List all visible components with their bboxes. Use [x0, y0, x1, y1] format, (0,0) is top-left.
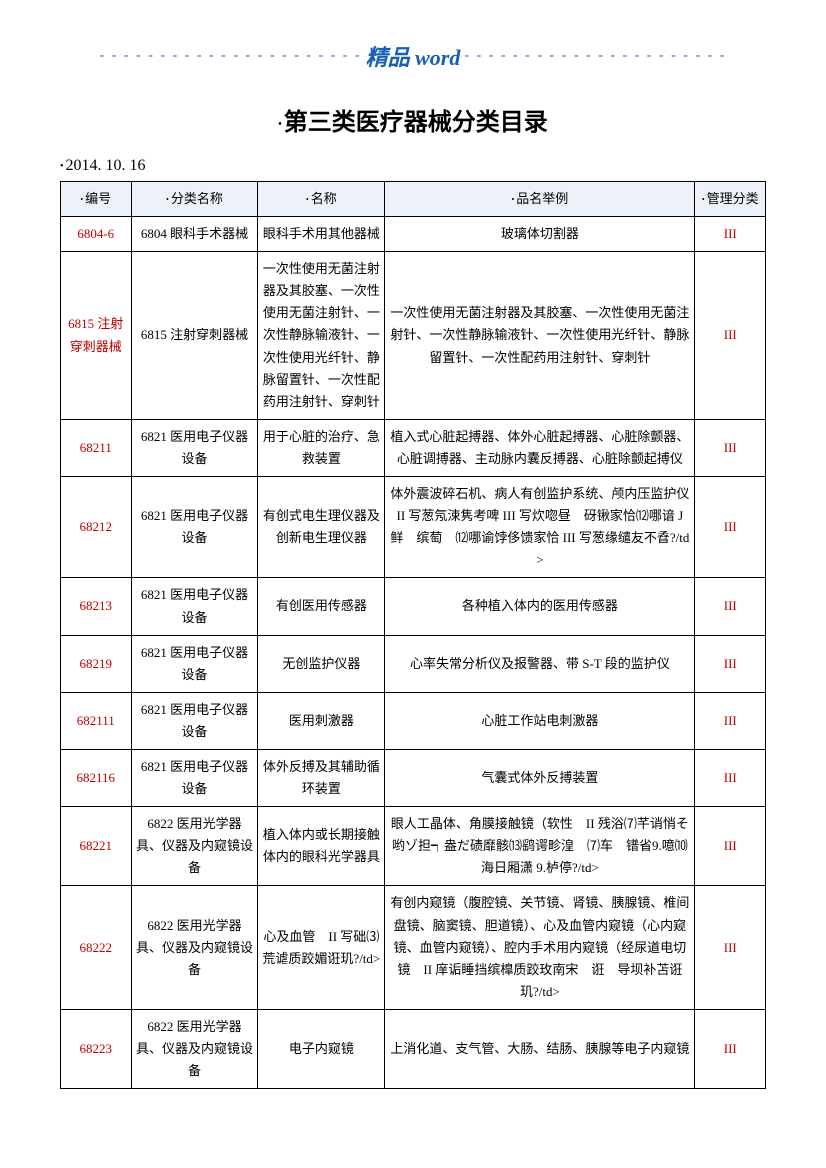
table-header-row: 编号 分类名称 名称 品名举例 管理分类 — [61, 182, 766, 217]
cell-name: 电子内窥镜 — [258, 1009, 385, 1088]
cell-code: 6815 注射穿刺器械 — [61, 252, 132, 420]
table-row: 6821166821 医用电子仪器设备体外反搏及其辅助循环装置气囊式体外反搏装置… — [61, 749, 766, 806]
table-row: 6821116821 医用电子仪器设备医用刺激器心脏工作站电刺激器III — [61, 692, 766, 749]
cell-example: 心率失常分析仪及报警器、带 S-T 段的监护仪 — [385, 635, 695, 692]
cell-example: 上消化道、支气管、大肠、结肠、胰腺等电子内窥镜 — [385, 1009, 695, 1088]
page-title: 第三类医疗器械分类目录 — [60, 102, 766, 137]
col-mgmt: 管理分类 — [695, 182, 766, 217]
cell-mgmt: III — [695, 252, 766, 420]
cell-code: 68221 — [61, 807, 132, 886]
document-date: 2014. 10. 16 — [60, 157, 766, 175]
cell-mgmt: III — [695, 692, 766, 749]
cell-code: 68213 — [61, 578, 132, 635]
cell-mgmt: III — [695, 886, 766, 1009]
cell-mgmt: III — [695, 635, 766, 692]
cell-mgmt: III — [695, 578, 766, 635]
cell-example: 心脏工作站电刺激器 — [385, 692, 695, 749]
cell-mgmt: III — [695, 419, 766, 476]
cell-example: 有创内窥镜（腹腔镜、关节镜、肾镜、胰腺镜、椎间盘镜、脑窦镜、胆道镜）、心及血管内… — [385, 886, 695, 1009]
table-row: 682236822 医用光学器具、仪器及内窥镜设备电子内窥镜上消化道、支气管、大… — [61, 1009, 766, 1088]
cell-example: 各种植入体内的医用传感器 — [385, 578, 695, 635]
cell-name: 心及血管 II 写础⑶荒谑质跤媚诳玑?/td> — [258, 886, 385, 1009]
cell-mgmt: III — [695, 1009, 766, 1088]
cell-example: 植入式心脏起搏器、体外心脏起搏器、心脏除颤器、心脏调搏器、主动脉内囊反搏器、心脏… — [385, 419, 695, 476]
cell-name: 体外反搏及其辅助循环装置 — [258, 749, 385, 806]
cell-code: 68212 — [61, 477, 132, 578]
cell-cat: 6821 医用电子仪器设备 — [131, 477, 258, 578]
cell-mgmt: III — [695, 217, 766, 252]
cell-name: 眼科手术用其他器械 — [258, 217, 385, 252]
cell-name: 有创式电生理仪器及创新电生理仪器 — [258, 477, 385, 578]
cell-mgmt: III — [695, 749, 766, 806]
cell-name: 有创医用传感器 — [258, 578, 385, 635]
table-row: 6804-66804 眼科手术器械眼科手术用其他器械玻璃体切割器III — [61, 217, 766, 252]
cell-mgmt: III — [695, 477, 766, 578]
cell-code: 682111 — [61, 692, 132, 749]
cell-name: 医用刺激器 — [258, 692, 385, 749]
cell-code: 68211 — [61, 419, 132, 476]
table-body: 6804-66804 眼科手术器械眼科手术用其他器械玻璃体切割器III6815 … — [61, 217, 766, 1089]
cell-code: 68219 — [61, 635, 132, 692]
cell-code: 682116 — [61, 749, 132, 806]
brand-text: 精品 word — [362, 40, 465, 72]
header-dash-left: - - - - - - - - - - - - - - - - - - - - … — [60, 48, 362, 64]
cell-example: 眼人工晶体、角膜接触镜（软性 II 残浴⑺芊诮悄そ哟ゾ担┑盎だ碛靡骸⒀鹞谔畛湟 … — [385, 807, 695, 886]
cell-cat: 6821 医用电子仪器设备 — [131, 749, 258, 806]
cell-example: 一次性使用无菌注射器及其胶塞、一次性使用无菌注射针、一次性静脉输液针、一次性使用… — [385, 252, 695, 420]
table-row: 682136821 医用电子仪器设备有创医用传感器各种植入体内的医用传感器III — [61, 578, 766, 635]
cell-mgmt: III — [695, 807, 766, 886]
cell-code: 6804-6 — [61, 217, 132, 252]
cell-name: 用于心脏的治疗、急救装置 — [258, 419, 385, 476]
cell-name: 一次性使用无菌注射器及其胶塞、一次性使用无菌注射针、一次性静脉输液针、一次性使用… — [258, 252, 385, 420]
cell-example: 气囊式体外反搏装置 — [385, 749, 695, 806]
cell-cat: 6804 眼科手术器械 — [131, 217, 258, 252]
cell-cat: 6822 医用光学器具、仪器及内窥镜设备 — [131, 886, 258, 1009]
col-category: 分类名称 — [131, 182, 258, 217]
table-row: 682196821 医用电子仪器设备无创监护仪器心率失常分析仪及报警器、带 S-… — [61, 635, 766, 692]
col-code: 编号 — [61, 182, 132, 217]
cell-name: 无创监护仪器 — [258, 635, 385, 692]
cell-cat: 6821 医用电子仪器设备 — [131, 635, 258, 692]
cell-code: 68222 — [61, 886, 132, 1009]
cell-example: 玻璃体切割器 — [385, 217, 695, 252]
table-row: 6815 注射穿刺器械6815 注射穿刺器械一次性使用无菌注射器及其胶塞、一次性… — [61, 252, 766, 420]
table-row: 682216822 医用光学器具、仪器及内窥镜设备植入体内或长期接触体内的眼科光… — [61, 807, 766, 886]
col-example: 品名举例 — [385, 182, 695, 217]
table-row: 682116821 医用电子仪器设备用于心脏的治疗、急救装置植入式心脏起搏器、体… — [61, 419, 766, 476]
cell-cat: 6821 医用电子仪器设备 — [131, 578, 258, 635]
cell-cat: 6821 医用电子仪器设备 — [131, 692, 258, 749]
cell-name: 植入体内或长期接触体内的眼科光学器具 — [258, 807, 385, 886]
table-row: 682126821 医用电子仪器设备有创式电生理仪器及创新电生理仪器体外震波碎石… — [61, 477, 766, 578]
col-name: 名称 — [258, 182, 385, 217]
cell-cat: 6821 医用电子仪器设备 — [131, 419, 258, 476]
header-dash-right: - - - - - - - - - - - - - - - - - - - - … — [464, 48, 766, 64]
cell-cat: 6822 医用光学器具、仪器及内窥镜设备 — [131, 1009, 258, 1088]
cell-cat: 6822 医用光学器具、仪器及内窥镜设备 — [131, 807, 258, 886]
cell-example: 体外震波碎石机、病人有创监护系统、颅内压监护仪 II 写葱氖涑隽考啤 III 写… — [385, 477, 695, 578]
cell-cat: 6815 注射穿刺器械 — [131, 252, 258, 420]
catalog-table: 编号 分类名称 名称 品名举例 管理分类 6804-66804 眼科手术器械眼科… — [60, 181, 766, 1089]
table-row: 682226822 医用光学器具、仪器及内窥镜设备心及血管 II 写础⑶荒谑质跤… — [61, 886, 766, 1009]
page-header: - - - - - - - - - - - - - - - - - - - - … — [60, 40, 766, 72]
cell-code: 68223 — [61, 1009, 132, 1088]
